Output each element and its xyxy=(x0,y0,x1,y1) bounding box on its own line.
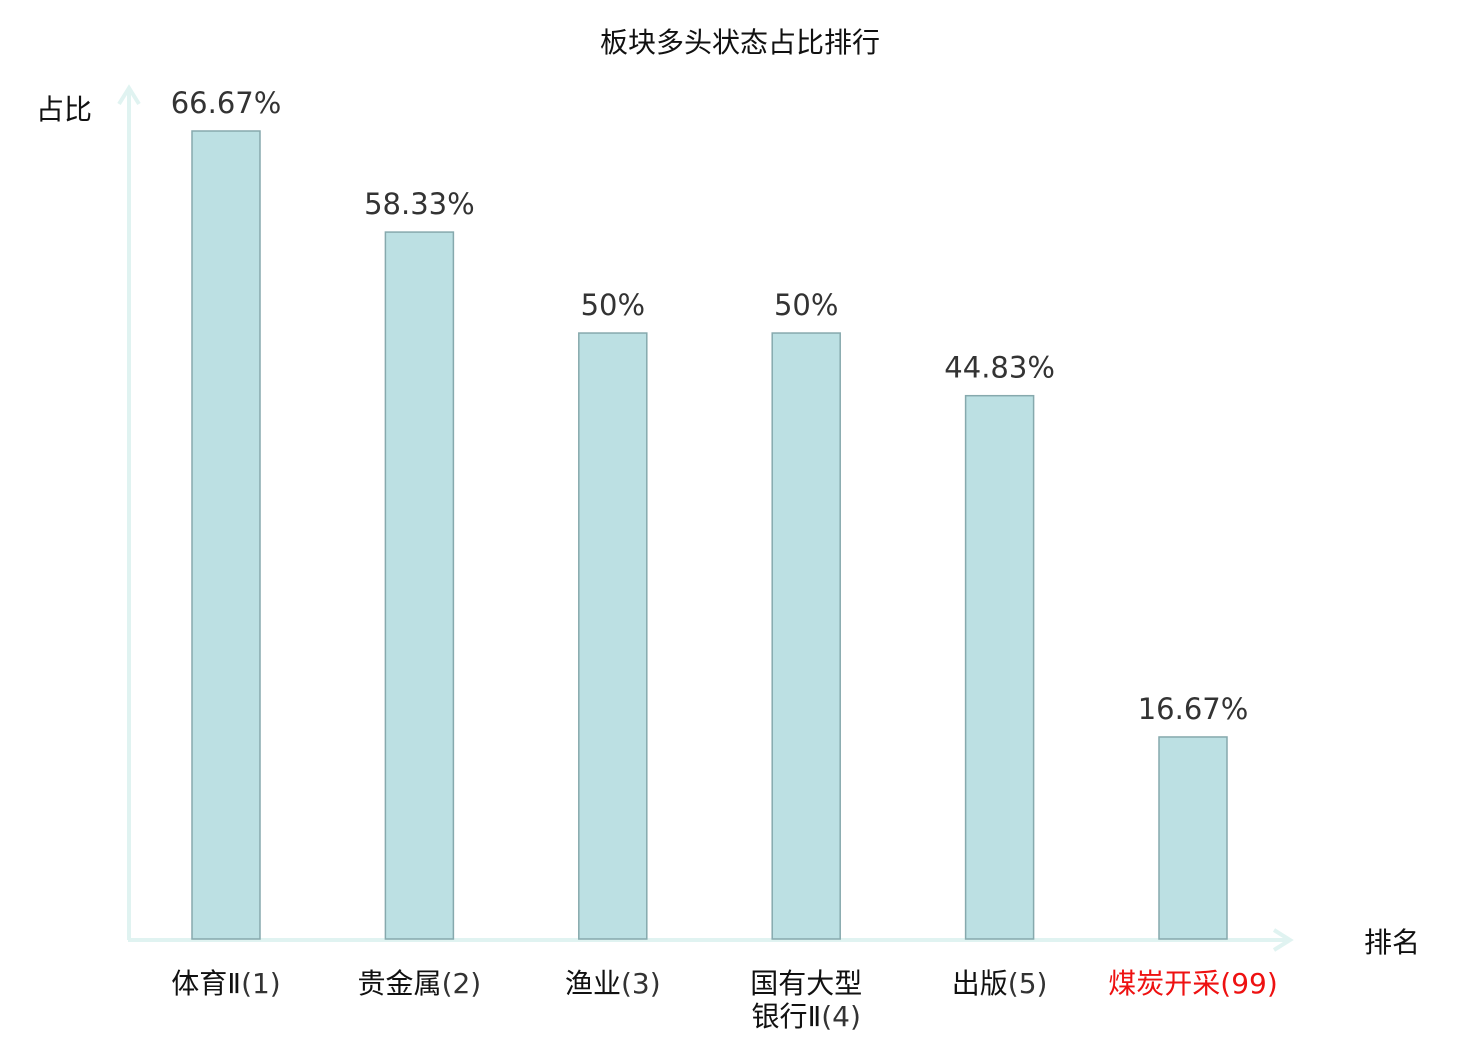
value-label: 66.67% xyxy=(171,86,282,120)
value-labels: 66.67% 58.33% 50% 50% 44.83% 16.67% xyxy=(171,86,1249,726)
category-label: 出版(5) xyxy=(952,967,1048,1000)
category-label: 贵金属(2) xyxy=(358,967,482,1000)
bar xyxy=(964,394,1035,940)
x-axis-arrow-icon xyxy=(1272,928,1294,952)
value-label: 50% xyxy=(581,288,645,322)
bar xyxy=(578,332,648,940)
category-labels: 体育Ⅱ(1) 贵金属(2) 渔业(3) 国有大型银行Ⅱ(4) 出版(5) 煤炭开采(99) xyxy=(171,967,1277,1033)
value-label: 16.67% xyxy=(1138,692,1249,726)
value-label: 50% xyxy=(774,288,838,322)
value-label: 44.83% xyxy=(944,351,1055,385)
category-label: 体育Ⅱ(1) xyxy=(171,967,280,1000)
chart-title: 板块多头状态占比排行 xyxy=(600,26,880,59)
category-label: 煤炭开采(99) xyxy=(1108,967,1278,1000)
value-label: 58.33% xyxy=(364,187,475,221)
bar xyxy=(771,332,841,940)
bar xyxy=(191,130,261,940)
bar xyxy=(1158,736,1228,940)
bars xyxy=(191,130,1228,940)
axes xyxy=(117,84,1294,952)
category-label: 渔业(3) xyxy=(565,967,661,1000)
bar xyxy=(384,231,455,940)
x-axis-label: 排名 xyxy=(1364,926,1420,959)
y-axis-arrow-icon xyxy=(117,84,141,106)
y-axis-label: 占比 xyxy=(36,93,92,126)
category-label: 国有大型银行Ⅱ(4) xyxy=(750,967,862,1033)
